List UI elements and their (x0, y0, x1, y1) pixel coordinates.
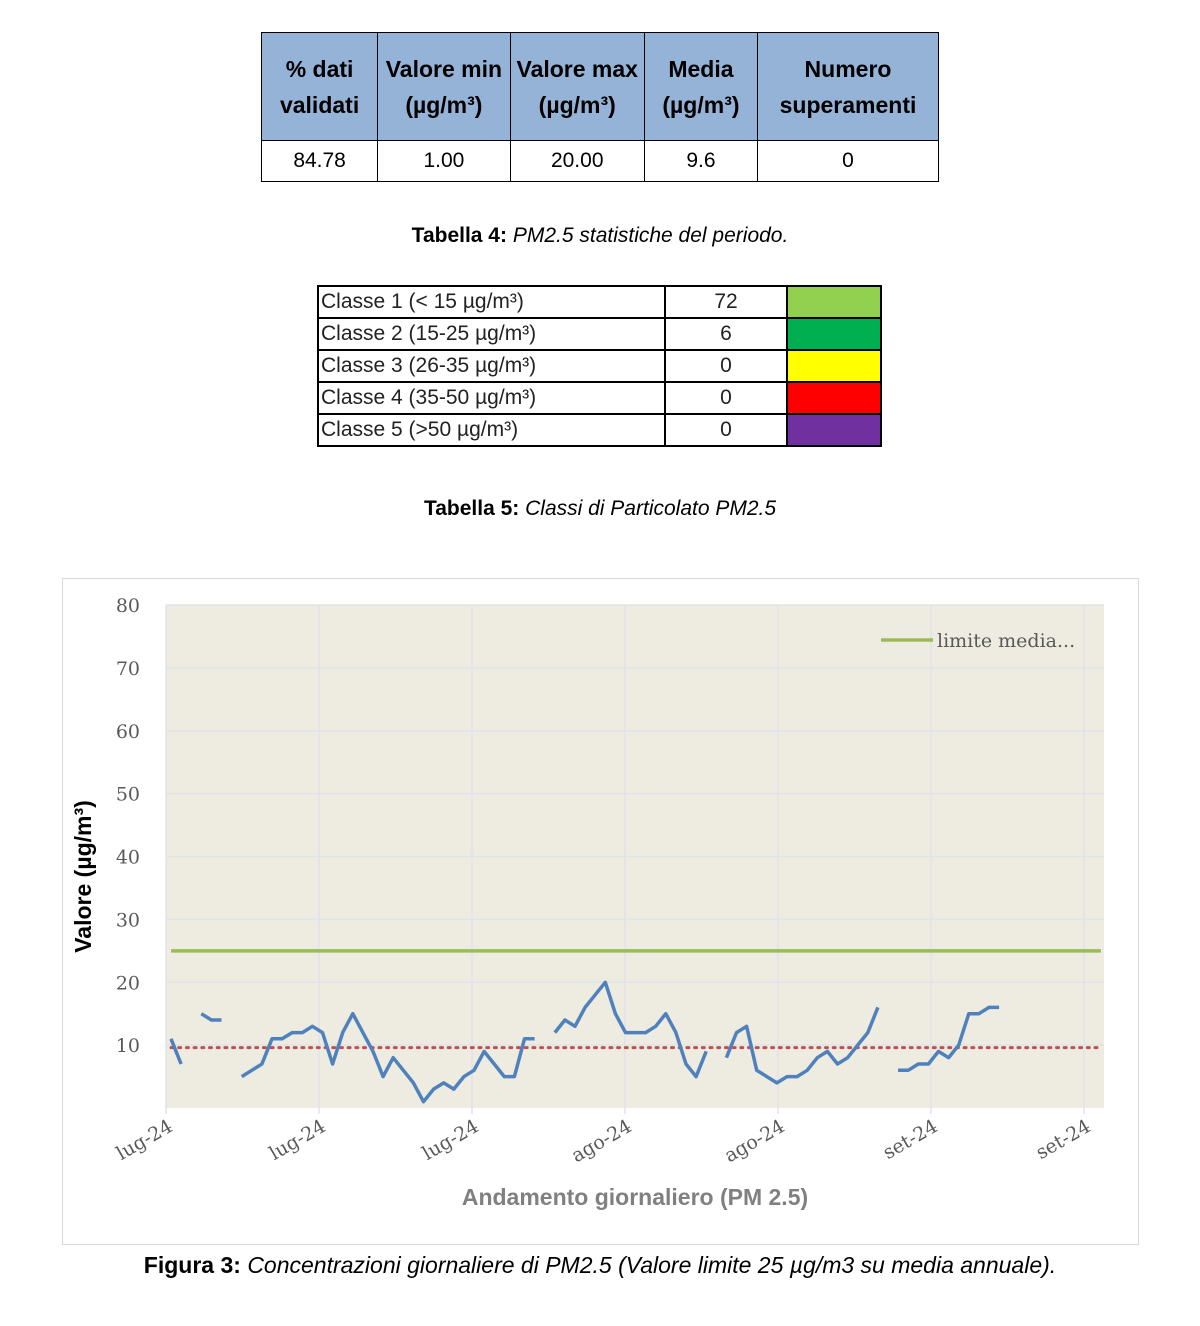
class-label: Classe 3 (26-35 µg/m³) (317, 349, 666, 383)
table-row: Classe 4 (35-50 µg/m³) 0 (317, 381, 882, 415)
daily-series-line (169, 980, 1000, 1104)
class-color-swatch (786, 381, 882, 415)
class-color-swatch (786, 349, 882, 383)
table-row: Classe 3 (26-35 µg/m³) 0 (317, 349, 882, 383)
header-cell: Valore min (µg/m³) (377, 32, 511, 141)
caption-label: Tabella 5: (423, 497, 520, 520)
caption-label: Tabella 4: (411, 224, 507, 247)
classes-table: Classe 1 (< 15 µg/m³) 72 Classe 2 (15-25 µ… (317, 285, 882, 447)
caption-text: Classi di Particolato PM2.5 (525, 497, 777, 520)
x-tick-label: set-24 (879, 1115, 941, 1164)
cell: 84.78 (260, 140, 379, 182)
x-tick-label: ago-24 (568, 1115, 636, 1167)
table-row: Classe 2 (15-25 µg/m³) 6 (317, 317, 882, 351)
class-count: 0 (664, 349, 788, 383)
class-color-swatch (786, 413, 882, 447)
class-label: Classe 1 (< 15 µg/m³) (317, 285, 666, 319)
class-count: 0 (664, 381, 788, 415)
y-tick-label: 40 (116, 847, 140, 869)
table4-caption: Tabella 4: PM2.5 statistiche del periodo… (0, 224, 1200, 248)
class-color-swatch (786, 317, 882, 351)
table5-caption: Tabella 5: Classi di Particolato PM2.5 (0, 497, 1200, 521)
header-cell: % dati validati (260, 32, 379, 141)
cell: 0 (757, 140, 939, 182)
table-row: 84.78 1.00 20.00 9.6 0 (260, 140, 939, 182)
y-tick-label: 10 (116, 1035, 140, 1057)
cell: 9.6 (643, 140, 759, 182)
header-cell: Valore max (µg/m³) (509, 32, 645, 141)
header-cell: Media (µg/m³) (643, 32, 759, 141)
table-row: Classe 1 (< 15 µg/m³) 72 (317, 285, 882, 319)
x-tick-label: lug-24 (266, 1115, 330, 1165)
y-axis-title: Valore (µg/m³) (70, 800, 96, 953)
header-cell: Numero superamenti (757, 32, 939, 141)
x-tick-label: ago-24 (721, 1115, 789, 1167)
cell: 20.00 (509, 140, 645, 182)
y-tick-label: 80 (116, 595, 140, 617)
class-count: 72 (664, 285, 788, 319)
x-axis-title: Andamento giornaliero (PM 2.5) (462, 1184, 808, 1210)
class-count: 6 (664, 317, 788, 351)
y-tick-label: 60 (116, 721, 140, 743)
y-tick-label: 50 (116, 784, 140, 806)
chart-container: 10 20 30 40 50 60 70 80 lug-24 lug-24 lug-24 ago-24… (62, 578, 1139, 1245)
legend-label: limite media... (937, 630, 1075, 652)
class-label: Classe 4 (35-50 µg/m³) (317, 381, 666, 415)
x-tick-label: set-24 (1032, 1115, 1094, 1164)
class-color-swatch (786, 285, 882, 319)
y-tick-label: 20 (116, 972, 140, 994)
x-tick-label: lug-24 (113, 1115, 177, 1165)
class-count: 0 (664, 413, 788, 447)
caption-text: PM2.5 statistiche del periodo. (512, 224, 789, 247)
x-tick-label: lug-24 (419, 1115, 483, 1165)
stats-table: % dati validati Valore min (µg/m³) Valor… (260, 32, 939, 182)
y-tick-label: 70 (116, 658, 140, 680)
caption-text: Concentrazioni giornaliere di PM2.5 (Val… (247, 1252, 1057, 1278)
caption-label: Figura 3: (143, 1252, 241, 1278)
cell: 1.00 (377, 140, 511, 182)
figure-caption: Figura 3: Concentrazioni giornaliere di … (0, 1252, 1200, 1279)
y-tick-label: 30 (116, 909, 140, 931)
table-row: Classe 5 (>50 µg/m³) 0 (317, 413, 882, 447)
line-chart: 10 20 30 40 50 60 70 80 lug-24 lug-24 lug-24 ago-24… (70, 595, 1104, 1210)
class-label: Classe 5 (>50 µg/m³) (317, 413, 666, 447)
class-label: Classe 2 (15-25 µg/m³) (317, 317, 666, 351)
